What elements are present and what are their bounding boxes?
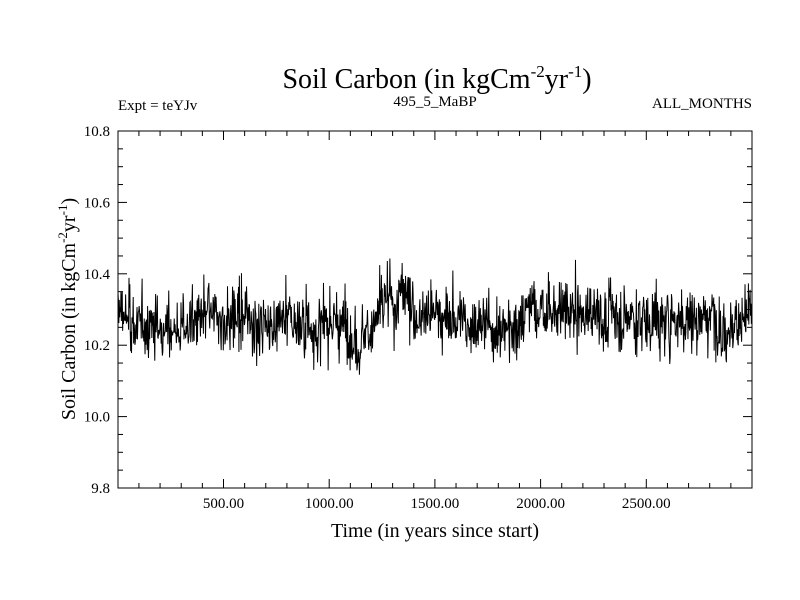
x-tick-label: 1000.00 bbox=[305, 496, 354, 512]
y-tick-label: 10.8 bbox=[84, 124, 110, 140]
x-tick-label: 2500.00 bbox=[622, 496, 671, 512]
y-axis-label: Soil Carbon (in kgCm-2yr-1) bbox=[55, 198, 80, 420]
x-tick-labels: 500.00 1000.00 1500.00 2000.00 2500.00 bbox=[203, 496, 671, 512]
subtitle-left: Expt = teYJv bbox=[118, 98, 198, 114]
x-axis-label: Time (in years since start) bbox=[331, 520, 539, 542]
y-tick-labels: 9.8 10.0 10.2 10.4 10.6 10.8 bbox=[84, 124, 111, 497]
subtitle-right: ALL_MONTHS bbox=[652, 96, 752, 112]
axis-ticks bbox=[118, 130, 752, 489]
subtitle-center: 495_5_MaBP bbox=[393, 94, 476, 110]
x-tick-label: 500.00 bbox=[203, 496, 244, 512]
chart-title: Soil Carbon (in kgCm-2yr-1) bbox=[282, 62, 591, 95]
y-tick-label: 10.6 bbox=[84, 195, 111, 211]
series-line bbox=[117, 258, 753, 375]
y-tick-label: 10.0 bbox=[84, 410, 110, 426]
plot-area bbox=[117, 258, 753, 375]
y-tick-label: 10.2 bbox=[84, 338, 110, 354]
x-tick-label: 1500.00 bbox=[411, 496, 460, 512]
x-tick-label: 2000.00 bbox=[516, 496, 565, 512]
y-tick-label: 10.4 bbox=[84, 267, 111, 283]
y-tick-label: 9.8 bbox=[91, 481, 110, 497]
